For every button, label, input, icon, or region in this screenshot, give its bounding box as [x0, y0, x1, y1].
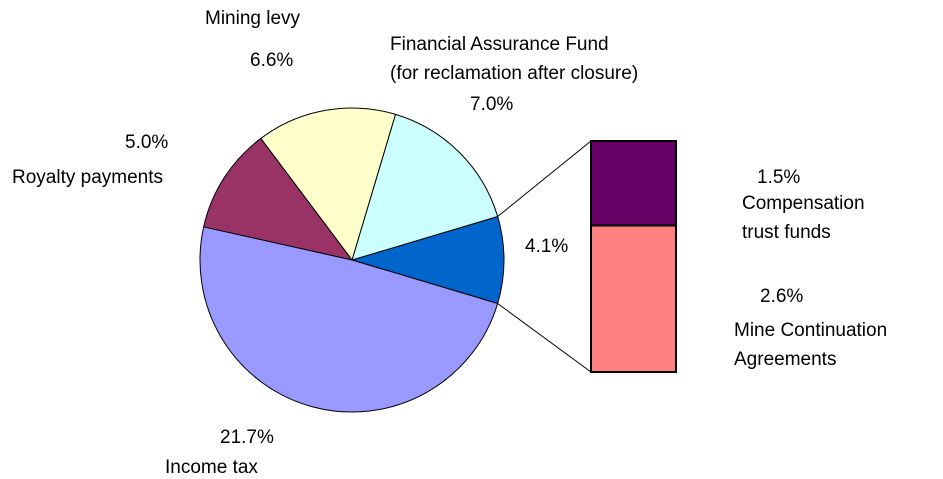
value-label: 4.1%: [525, 236, 569, 257]
bar-segment: [590, 224, 677, 373]
category-label: Compensation trust funds: [742, 193, 865, 243]
category-label: Income tax: [165, 457, 258, 478]
connector: [497, 140, 592, 217]
connector: [497, 303, 592, 373]
pie-slice: [203, 137, 354, 261]
value-label: 5.0%: [125, 132, 169, 153]
value-label: 6.6%: [250, 50, 294, 71]
bar-segment: [590, 140, 677, 227]
pie-slice: [260, 107, 397, 262]
value-label: 21.7%: [220, 427, 274, 448]
value-label: 2.6%: [760, 286, 804, 307]
category-label: Mine Continuation Agreements: [734, 320, 888, 370]
category-label: Mining levy: [205, 8, 301, 29]
value-label: 1.5%: [757, 167, 801, 188]
category-label: Financial Assurance Fund (for reclamatio…: [390, 34, 639, 84]
pie-slice: [351, 113, 499, 261]
category-label: Royalty payments: [12, 167, 164, 188]
pie-slice: [199, 226, 499, 413]
value-label: 7.0%: [470, 94, 514, 115]
pie-slice: [350, 215, 505, 305]
